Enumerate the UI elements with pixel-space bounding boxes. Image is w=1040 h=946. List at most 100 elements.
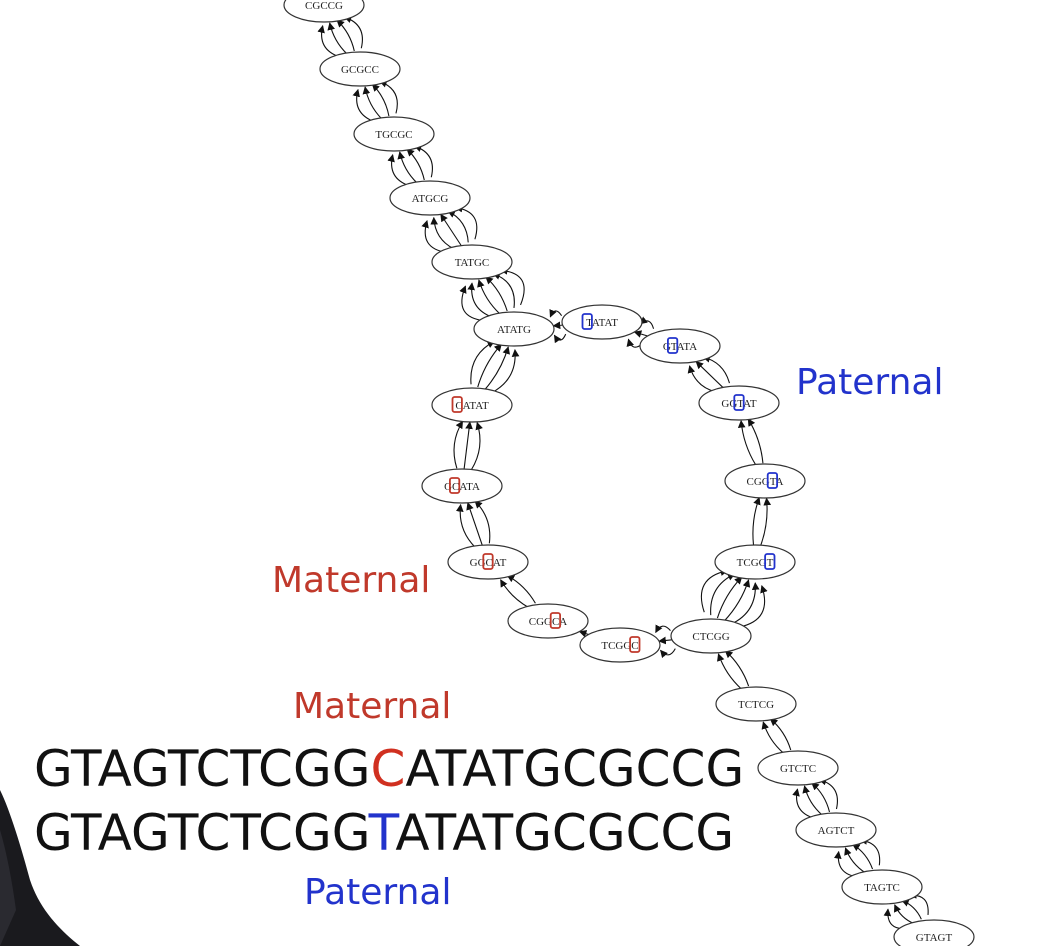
edge-m2-to-m1-2 bbox=[463, 421, 473, 470]
edge-n5-to-n4-1 bbox=[421, 219, 447, 253]
edge-m1-to-n6-1 bbox=[470, 340, 496, 385]
maternal-snp-highlight-box bbox=[448, 477, 461, 494]
node-label: GGTAT bbox=[721, 398, 756, 410]
node-ellipse bbox=[389, 180, 471, 216]
node-label: TGCGC bbox=[375, 129, 412, 141]
edge-n10-to-n9-3 bbox=[811, 782, 831, 813]
node-ellipse bbox=[319, 51, 401, 87]
graph-node-gtata: GTATA bbox=[639, 328, 721, 364]
edge-m3-to-m2-2 bbox=[466, 502, 483, 546]
edge-n7-to-p5-3 bbox=[716, 576, 743, 619]
maternal-snp-highlight-box bbox=[629, 636, 641, 653]
node-ellipse bbox=[639, 328, 721, 364]
edge-n5-to-n4-5 bbox=[454, 204, 478, 240]
node-ellipse bbox=[698, 385, 780, 421]
edge-n6-to-n5-6 bbox=[499, 267, 525, 306]
maternal-snp-highlight-box bbox=[482, 553, 494, 570]
edge-m1-to-n6-2 bbox=[477, 343, 502, 388]
edge-n9-to-n8-2 bbox=[769, 718, 792, 751]
node-label: ATATG bbox=[497, 324, 531, 336]
edge-n6-to-n5-1 bbox=[459, 285, 486, 322]
node-ellipse bbox=[561, 304, 643, 340]
edge-n11-to-n10-3 bbox=[851, 843, 874, 870]
edge-p3-to-p2-2 bbox=[695, 361, 724, 388]
graph-node-gcata: GCATA bbox=[421, 468, 503, 504]
graph-node-ggtat: GGTAT bbox=[698, 385, 780, 421]
node-ellipse bbox=[353, 116, 435, 152]
edge-n7-to-m5-1 bbox=[660, 648, 676, 659]
edge-n5-to-n4-2 bbox=[430, 216, 455, 250]
edge-n12-to-n11-2 bbox=[894, 904, 915, 925]
edge-p4-to-p3-1 bbox=[737, 419, 757, 466]
node-ellipse bbox=[893, 919, 975, 946]
graph-nodes: CGCCG GCGCC TGCGC ATGCG TATGC ATATG TATAT GTATA… bbox=[283, 0, 975, 946]
graph-node-tatgc: TATGC bbox=[431, 244, 513, 280]
node-label: GCGCC bbox=[341, 64, 379, 76]
node-label: CGGTA bbox=[746, 476, 783, 488]
edge-n2-to-n1-3 bbox=[336, 19, 355, 52]
node-ellipse bbox=[447, 544, 529, 580]
node-label: GCATA bbox=[444, 481, 480, 493]
edge-n4-to-n3-2 bbox=[397, 151, 418, 184]
paternal-snp-highlight-box bbox=[581, 313, 593, 330]
node-ellipse bbox=[715, 686, 797, 722]
node-label: TATAT bbox=[586, 317, 618, 329]
graph-node-atgcg: ATGCG bbox=[389, 180, 471, 216]
node-ellipse bbox=[579, 627, 661, 663]
node-label: CATAT bbox=[455, 400, 489, 412]
node-ellipse bbox=[431, 387, 513, 423]
node-label: TCGGC bbox=[601, 640, 638, 652]
edge-n7-to-m5-2 bbox=[658, 636, 673, 645]
maternal-snp-base: C bbox=[370, 740, 406, 798]
node-ellipse bbox=[283, 0, 365, 23]
edge-p4-to-p3-2 bbox=[747, 418, 764, 464]
graph-node-tcggt: TCGGT bbox=[714, 544, 796, 580]
paternal-sequence-prefix: GTAGTCTCGG bbox=[34, 804, 369, 862]
edge-n8-to-n7-1 bbox=[717, 653, 743, 690]
edge-n12-to-n11-3 bbox=[901, 899, 922, 920]
node-label: CTCGG bbox=[692, 631, 729, 643]
maternal-snp-highlight-box bbox=[549, 612, 562, 629]
edge-n6-to-n5-3 bbox=[477, 279, 501, 315]
edge-p5-to-p4-2 bbox=[760, 497, 772, 546]
edge-n2-to-n1-2 bbox=[327, 22, 348, 55]
paternal-sequence: GTAGTCTCGGTATATGCGCCG bbox=[34, 804, 734, 862]
graph-node-gtctc: GTCTC bbox=[757, 750, 839, 786]
graph-node-gcgcc: GCGCC bbox=[319, 51, 401, 87]
graph-node-tagtc: TAGTC bbox=[841, 869, 923, 905]
node-label: CGCCG bbox=[305, 0, 343, 12]
edge-m3-to-m2-3 bbox=[474, 500, 491, 544]
paternal-snp-highlight-box bbox=[667, 337, 679, 354]
edge-n4-to-n3-3 bbox=[406, 148, 425, 181]
graph-node-tatat: TATAT bbox=[561, 304, 643, 340]
edge-m1-to-n6-3 bbox=[484, 346, 510, 391]
edge-n3-to-n2-3 bbox=[371, 83, 390, 117]
edge-p3-to-p2-1 bbox=[687, 365, 717, 393]
edge-p2-to-p1-2 bbox=[633, 330, 648, 338]
edge-m3-to-m2-1 bbox=[455, 503, 476, 548]
edge-p5-to-p4-1 bbox=[752, 496, 761, 545]
graph-node-tcggc: TCGGC bbox=[579, 627, 661, 663]
edge-m5-to-m4-1 bbox=[578, 630, 589, 638]
presenter-silhouette bbox=[0, 790, 80, 946]
edge-n10-to-n9-2 bbox=[802, 785, 823, 816]
graph-node-ggcat: GGCAT bbox=[447, 544, 529, 580]
edge-m2-to-m1-3 bbox=[470, 421, 483, 471]
graph-node-catat: CATAT bbox=[431, 387, 513, 423]
node-ellipse bbox=[724, 463, 806, 499]
node-label: TCGGT bbox=[737, 557, 774, 569]
paternal-snp-base: T bbox=[368, 804, 396, 862]
graph-node-cgccg: CGCCG bbox=[283, 0, 365, 23]
paternal-sequence-label: Paternal bbox=[304, 872, 452, 913]
edge-p3-to-p2-3 bbox=[702, 354, 730, 384]
node-ellipse bbox=[421, 468, 503, 504]
node-ellipse bbox=[757, 750, 839, 786]
edge-n6-to-n5-4 bbox=[485, 276, 508, 312]
paternal-path-label: Paternal bbox=[796, 362, 944, 403]
edge-m1-to-n6-4 bbox=[491, 348, 520, 394]
maternal-snp-highlight-box bbox=[451, 396, 463, 413]
node-label: CGGCA bbox=[529, 616, 568, 628]
edge-n7-to-p5-6 bbox=[738, 585, 768, 628]
node-ellipse bbox=[473, 311, 555, 347]
